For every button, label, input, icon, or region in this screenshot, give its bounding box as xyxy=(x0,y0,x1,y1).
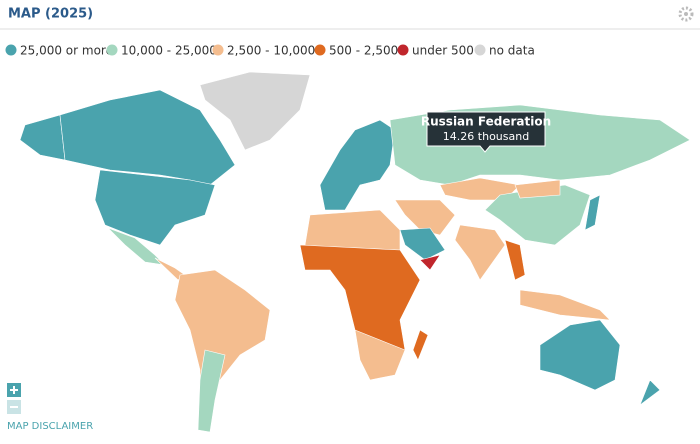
southern-africa[interactable] xyxy=(354,329,406,381)
south-america[interactable] xyxy=(174,269,271,426)
settings-icon[interactable] xyxy=(678,6,694,22)
mongolia[interactable] xyxy=(514,179,561,199)
saudi-arabia[interactable] xyxy=(399,227,446,261)
legend-swatch xyxy=(474,44,486,56)
north-africa[interactable] xyxy=(304,209,401,251)
zoom-out-button[interactable] xyxy=(7,400,21,414)
indonesia[interactable] xyxy=(519,289,611,321)
legend-label: 2,500 - 10,000 xyxy=(227,44,315,58)
world-map xyxy=(19,71,691,433)
map-disclaimer-link[interactable]: MAP DISCLAIMER xyxy=(7,421,93,432)
legend-label: 500 - 2,500 xyxy=(329,44,398,58)
legend-swatch xyxy=(212,44,224,56)
zoom-in-button[interactable] xyxy=(7,383,21,397)
legend-swatch xyxy=(106,44,118,56)
tooltip-value: 14.26 thousand xyxy=(443,130,529,143)
madagascar[interactable] xyxy=(412,329,429,361)
legend-label: 10,000 - 25,000 xyxy=(121,44,217,58)
greenland[interactable] xyxy=(199,71,311,151)
india[interactable] xyxy=(454,224,506,281)
southern-cone[interactable] xyxy=(197,349,226,433)
tooltip: Russian Federation 14.26 thousand xyxy=(421,111,551,153)
tooltip-country: Russian Federation xyxy=(421,115,551,129)
legend-label: under 500 xyxy=(412,44,474,58)
australia[interactable] xyxy=(539,319,621,391)
legend: 25,000 or more 10,000 - 25,000 2,500 - 10,… xyxy=(5,44,535,58)
united-states[interactable] xyxy=(94,169,216,246)
europe[interactable] xyxy=(319,119,396,211)
legend-swatch xyxy=(5,44,17,56)
alaska[interactable] xyxy=(19,114,66,161)
legend-label: no data xyxy=(489,44,535,58)
legend-swatch xyxy=(314,44,326,56)
canada[interactable] xyxy=(59,89,236,186)
southeast-asia[interactable] xyxy=(504,239,526,281)
yemen[interactable] xyxy=(419,254,441,271)
map-title: MAP (2025) xyxy=(8,7,93,22)
middle-east[interactable] xyxy=(394,199,456,236)
legend-swatch xyxy=(397,44,409,56)
new-zealand[interactable] xyxy=(639,379,661,406)
legend-label: 25,000 or more xyxy=(20,44,113,58)
japan[interactable] xyxy=(584,194,601,231)
